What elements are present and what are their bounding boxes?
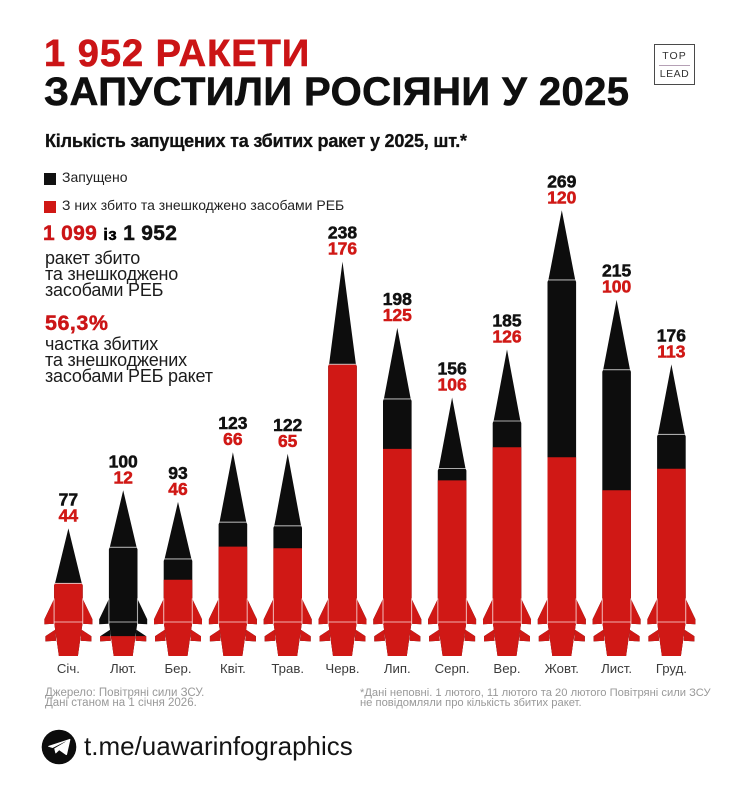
svg-text:Бер.: Бер. <box>165 661 192 676</box>
svg-text:185: 185 <box>492 311 521 331</box>
svg-text:113: 113 <box>657 341 685 361</box>
svg-text:Вер.: Вер. <box>493 661 520 676</box>
svg-text:176: 176 <box>328 239 357 259</box>
svg-text:122: 122 <box>273 415 302 435</box>
svg-text:123: 123 <box>218 413 247 433</box>
svg-text:238: 238 <box>328 223 357 243</box>
svg-text:Квіт.: Квіт. <box>220 661 246 676</box>
svg-text:93: 93 <box>168 463 188 483</box>
svg-text:Лист.: Лист. <box>601 661 632 676</box>
svg-text:156: 156 <box>437 359 466 379</box>
svg-text:120: 120 <box>547 187 576 207</box>
svg-text:Жовт.: Жовт. <box>545 661 579 676</box>
svg-text:Лют.: Лют. <box>110 661 137 676</box>
svg-text:100: 100 <box>602 277 631 297</box>
svg-text:65: 65 <box>278 431 298 451</box>
svg-text:Груд.: Груд. <box>656 661 687 676</box>
svg-text:Черв.: Черв. <box>325 661 359 676</box>
svg-text:176: 176 <box>657 325 686 345</box>
svg-text:215: 215 <box>602 261 631 281</box>
svg-text:125: 125 <box>383 305 412 325</box>
svg-text:Трав.: Трав. <box>271 661 304 676</box>
svg-text:44: 44 <box>59 505 79 525</box>
svg-text:46: 46 <box>168 479 188 499</box>
svg-text:77: 77 <box>59 489 78 509</box>
svg-text:12: 12 <box>113 467 133 487</box>
svg-text:Лип.: Лип. <box>384 661 411 676</box>
svg-text:66: 66 <box>223 429 243 449</box>
svg-text:Серп.: Серп. <box>435 661 470 676</box>
svg-text:269: 269 <box>547 171 576 191</box>
svg-text:198: 198 <box>383 289 412 309</box>
svg-text:126: 126 <box>492 327 521 347</box>
svg-text:Січ.: Січ. <box>57 661 80 676</box>
svg-text:100: 100 <box>109 451 138 471</box>
svg-text:106: 106 <box>437 375 466 395</box>
